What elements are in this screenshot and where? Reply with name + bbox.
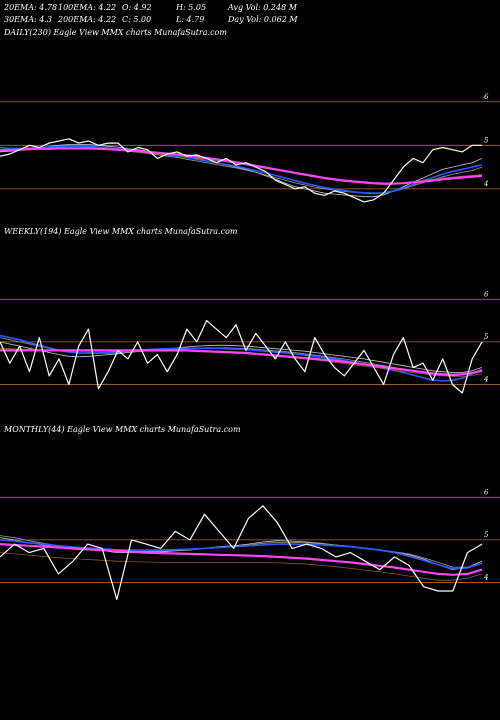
header-ema20: 20EMA: 4.78 — [3, 3, 57, 12]
monthly-ema-slow-line — [0, 543, 483, 576]
monthly-level-label-5: 5 — [484, 531, 489, 539]
header-row-2: 30EMA: 4.3 200EMA: 4.22 C: 5.00 L: 4.79 … — [4, 15, 298, 24]
weekly-ema-fast-line — [0, 334, 483, 382]
monthly-level-label-4: 4 — [483, 573, 488, 581]
weekly-ema-light-line — [0, 341, 483, 373]
daily-level-label-6: 6 — [484, 93, 489, 101]
header-open: O: 4.92 — [122, 3, 152, 12]
daily-ema-light-line — [0, 144, 483, 198]
weekly-ema-slow-line — [0, 349, 483, 376]
weekly-level-label-4: 4 — [483, 375, 488, 383]
weekly-level-label-5: 5 — [484, 333, 489, 341]
monthly-chart-title: MONTHLY(44) Eagle View MMX charts Munafa… — [3, 425, 241, 434]
daily-ema-slow-line — [0, 147, 483, 185]
header-ema200: 200EMA: 4.22 — [57, 15, 116, 24]
header-row-1: 20EMA: 4.78 100EMA: 4.22 O: 4.92 H: 5.05… — [3, 3, 298, 12]
header-ema30: 30EMA: 4.3 — [4, 15, 52, 24]
monthly-price-line — [0, 505, 483, 601]
daily-level-label-4: 4 — [483, 180, 488, 188]
daily-chart-panel: DAILY(230) Eagle View MMX charts MunafaS… — [0, 28, 500, 203]
header-ema100: 100EMA: 4.22 — [58, 3, 116, 12]
monthly-ema-fast-line — [0, 539, 483, 570]
daily-ema-fast-line — [0, 145, 483, 194]
header-low: L: 4.79 — [175, 15, 204, 24]
weekly-chart-panel: WEEKLY(194) Eagle View MMX charts Munafa… — [0, 227, 500, 394]
monthly-level-label-6: 6 — [484, 488, 489, 496]
weekly-level-label-6: 6 — [484, 290, 489, 298]
monthly-chart-panel: MONTHLY(44) Eagle View MMX charts Munafa… — [0, 425, 500, 601]
weekly-chart-title: WEEKLY(194) Eagle View MMX charts Munafa… — [4, 227, 238, 236]
header-avg-vol: Avg Vol: 0.248 M — [227, 3, 298, 12]
weekly-price-line — [0, 320, 483, 394]
daily-price-line — [0, 138, 482, 203]
daily-level-label-5: 5 — [484, 136, 489, 144]
daily-chart-title: DAILY(230) Eagle View MMX charts MunafaS… — [3, 28, 227, 37]
header-day-vol: Day Vol: 0.062 M — [227, 15, 298, 24]
header-close: C: 5.00 — [122, 15, 151, 24]
monthly-ema-brown-line — [0, 552, 483, 581]
header-high: H: 5.05 — [175, 3, 206, 12]
